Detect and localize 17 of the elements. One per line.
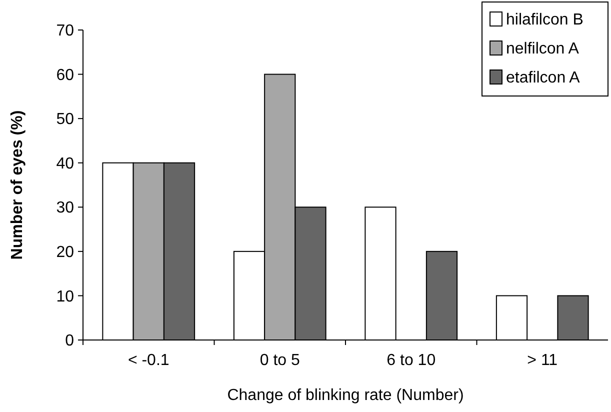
- legend-label: etafilcon A: [506, 70, 580, 87]
- y-tick-label: 0: [65, 332, 74, 350]
- y-tick-label: 20: [56, 244, 74, 262]
- legend-label: hilafilcon B: [506, 12, 584, 29]
- x-tick-label: 6 to 10: [386, 352, 436, 369]
- y-tick-label: 70: [56, 22, 74, 40]
- y-tick-label: 30: [56, 200, 74, 217]
- y-axis-title: Number of eyes (%): [9, 110, 26, 260]
- x-tick-label: > 11: [527, 352, 558, 369]
- x-tick-label: 0 to 5: [260, 352, 300, 369]
- y-tick-label: 50: [56, 111, 74, 128]
- y-tick-label: 40: [56, 155, 74, 172]
- x-axis-title: Change of blinking rate (Number): [227, 387, 464, 404]
- legend-label: nelfilcon A: [506, 40, 580, 58]
- y-tick-label: 10: [56, 288, 74, 306]
- x-tick-label: < -0.1: [128, 352, 170, 369]
- y-tick-label: 60: [56, 66, 74, 84]
